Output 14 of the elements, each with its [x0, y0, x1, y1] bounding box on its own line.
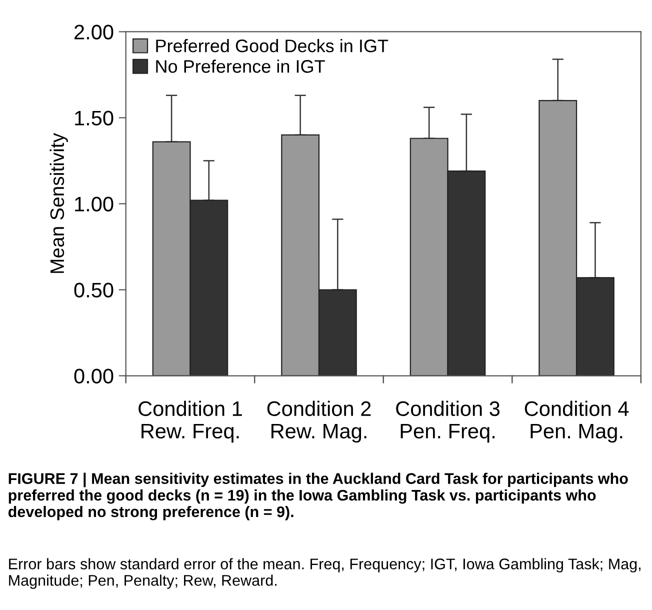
x-tick-label: Condition 1 Rew. Freq.: [138, 400, 242, 443]
legend-label: No Preference in IGT: [156, 60, 325, 73]
text: Error bars show standard error of the mean. Freq, Frequency; IGT, Iowa Gambling Task; Mag, Magnitude; Pen, Penalty; Rew, Reward.: [9, 558, 640, 589]
x-tick-label: Condition 2 Rew. Mag.: [267, 400, 371, 443]
y-tick-label: 0.50: [74, 282, 114, 298]
y-tick-label: 0.00: [74, 368, 114, 384]
y-tick-label: 1.00: [75, 196, 114, 212]
y-tick-label: 2.00: [74, 24, 114, 40]
x-tick-label: Condition 3 Pen. Freq.: [396, 400, 500, 443]
text: FIGURE 7 | Mean sensitivity estimates in the Auckland Card Task for participants who preferred the good decks (n = 19) in the Iowa Gambling Task vs. participants who developed no strong preference (n = 9).: [8, 472, 628, 520]
y-axis-title: Mean Sensitivity: [50, 132, 68, 273]
x-tick-label: Condition 4 Pen. Mag.: [524, 400, 629, 443]
y-tick-label: 1.50: [75, 110, 114, 126]
legend-label: Preferred Good Decks in IGT: [156, 39, 388, 52]
